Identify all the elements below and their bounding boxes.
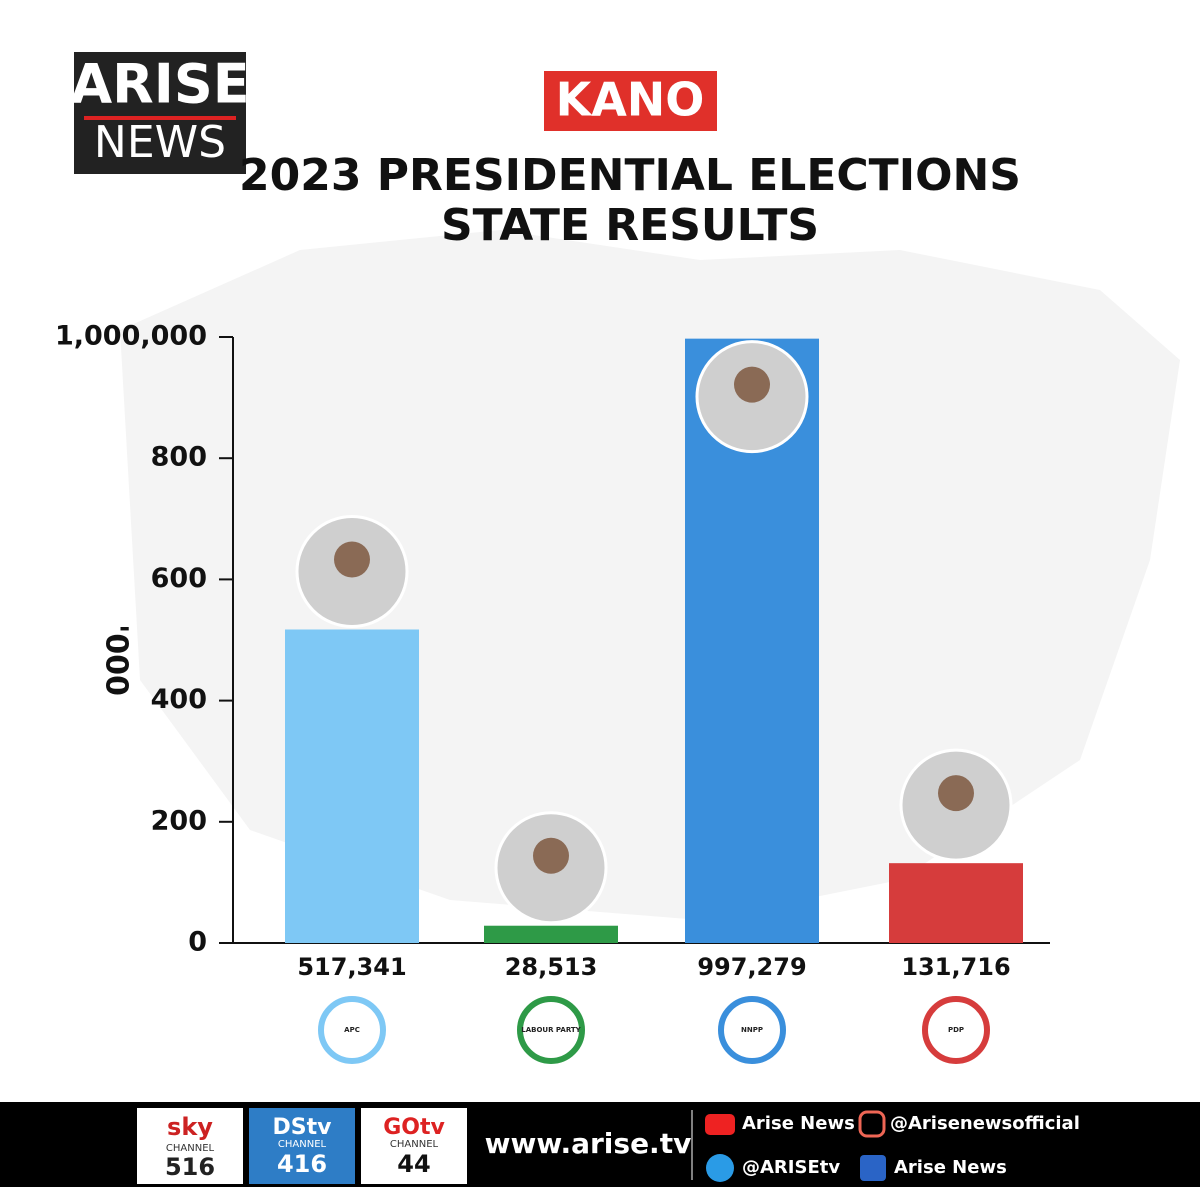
sky-logo: sky: [167, 1113, 213, 1141]
state-badge: [544, 71, 717, 131]
gotv-logo: GOtv: [383, 1115, 445, 1140]
facebook-handle: Arise News: [894, 1157, 1007, 1178]
sky-box: [137, 1108, 243, 1184]
y-tick-label: 200: [151, 805, 207, 836]
bar: [484, 925, 618, 943]
gotv-box: [361, 1108, 467, 1184]
y-axis-label: '000: [99, 624, 134, 696]
candidate-photo-head: [533, 837, 569, 874]
value-label: 997,279: [697, 953, 806, 981]
map-background: [120, 230, 1180, 920]
candidate-photo-head: [938, 775, 974, 812]
logo: ARISE NEWS: [70, 52, 250, 174]
logo-box: [74, 52, 246, 174]
party-logo: [718, 996, 786, 1064]
channel-text: CHANNEL: [166, 1143, 215, 1154]
logo-top: ARISE: [70, 53, 249, 116]
channel-number: 516: [165, 1153, 215, 1181]
bar: [889, 863, 1023, 943]
party-name: LABOUR PARTY: [521, 1026, 581, 1034]
value-label: 131,716: [901, 953, 1010, 981]
youtube-icon: [705, 1114, 735, 1135]
candidate-photo-head: [734, 366, 770, 403]
chart-title: 2023 PRESIDENTIAL ELECTIONS STATE RESULTS: [239, 150, 1021, 251]
instagram-handle: @Arisenewsofficial: [890, 1113, 1080, 1134]
state-name: KANO: [556, 73, 705, 127]
dstv-box: [249, 1108, 355, 1184]
value-label: 517,341: [297, 953, 406, 981]
bar: [285, 629, 419, 943]
channel-text: CHANNEL: [278, 1139, 327, 1150]
value-label: 28,513: [505, 953, 598, 981]
candidate-photo-head: [334, 541, 370, 578]
facebook-icon: [860, 1155, 886, 1181]
website: www.arise.tv: [485, 1127, 692, 1160]
channel-number: 44: [397, 1150, 430, 1178]
twitter-icon: [706, 1154, 734, 1182]
party-logo: [318, 996, 386, 1064]
channel-text: CHANNEL: [390, 1139, 439, 1150]
party-name: APC: [344, 1026, 360, 1034]
y-tick-label: 0: [188, 927, 207, 958]
logo-rule: [84, 116, 236, 120]
youtube-handle: Arise News: [742, 1113, 855, 1134]
party-logo: [517, 996, 585, 1064]
party-name: PDP: [948, 1026, 964, 1034]
logo-bottom: NEWS: [94, 117, 226, 168]
dstv-logo: DStv: [273, 1115, 333, 1140]
party-name: NNPP: [741, 1026, 763, 1034]
party-logo: [922, 996, 990, 1064]
y-tick-label: 600: [151, 563, 207, 594]
y-tick-label: 400: [151, 684, 207, 715]
channel-number: 416: [277, 1150, 327, 1178]
instagram-icon: [858, 1110, 886, 1138]
y-tick-label: 1,000,000: [55, 321, 207, 352]
y-tick-label: 800: [151, 442, 207, 473]
twitter-handle: @ARISEtv: [742, 1157, 840, 1178]
footer: sky CHANNEL 516 DStv CHANNEL 416 GOtv CH…: [0, 1102, 1200, 1187]
